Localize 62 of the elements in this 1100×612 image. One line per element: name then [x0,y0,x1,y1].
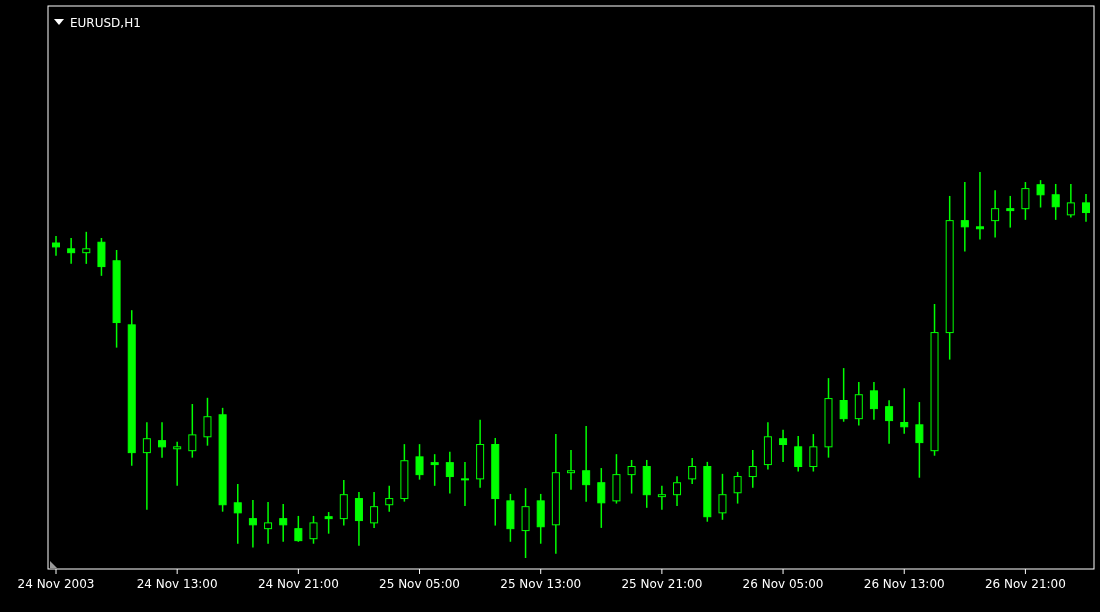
candlestick [370,491,379,529]
candlestick [233,483,242,545]
x-tick-label: 25 Nov 13:00 [500,577,582,591]
candlestick [385,485,394,513]
candlestick [627,459,636,495]
candlestick [869,381,878,421]
candlestick [854,381,863,427]
x-tick-label: 24 Nov 2003 [17,577,95,591]
candlestick [309,515,318,545]
candlestick [1021,181,1030,221]
x-tick-label: 26 Nov 05:00 [742,577,824,591]
candlestick [1006,195,1015,229]
candlestick [885,399,894,445]
candlestick [839,367,848,423]
candlestick [960,181,969,253]
candlestick [915,401,924,479]
x-tick-label: 26 Nov 13:00 [863,577,945,591]
candlestick [794,435,803,473]
candlestick [597,467,606,529]
candlestick [718,473,727,521]
x-tick-label: 26 Nov 21:00 [984,577,1066,591]
candlestick [158,421,167,459]
candlestick [1066,183,1075,219]
candlestick [673,475,682,507]
candlestick [52,235,60,257]
candlestick [657,485,666,511]
candlestick [324,511,333,535]
candlestick [460,461,469,507]
candlestick [779,429,788,463]
candlestick [567,449,575,491]
candlestick [415,443,424,481]
candlestick [264,501,273,545]
candlestick [279,503,288,543]
candlestick [354,491,363,547]
candlestick [173,441,182,487]
candlestick [430,453,439,487]
candlestick [991,189,1000,239]
x-tick-label: 25 Nov 21:00 [621,577,703,591]
chart-title: EURUSD,H1 [70,16,141,30]
candlestick [67,237,76,265]
candlestick [975,171,984,241]
candlestick [142,421,151,511]
x-tick-label: 25 Nov 05:00 [379,577,460,591]
candlestick [900,387,909,435]
candlestick [1036,179,1045,209]
candlestick [82,231,91,265]
candlestick [248,499,257,549]
x-tick-label: 24 Nov 13:00 [136,577,218,591]
candlestick [445,451,454,495]
candlestick [809,433,818,473]
candlestick [1082,193,1090,223]
candlestick [203,397,212,447]
candlestick [521,487,530,559]
x-tick-label: 24 Nov 21:00 [257,577,339,591]
candlestick [733,471,742,505]
candlestick [294,515,303,543]
candlestick [1051,183,1060,221]
candlestick [688,457,697,485]
candlestick [339,479,348,527]
candlestick [188,403,197,459]
candlestick [582,425,591,503]
candlestick [748,449,757,489]
